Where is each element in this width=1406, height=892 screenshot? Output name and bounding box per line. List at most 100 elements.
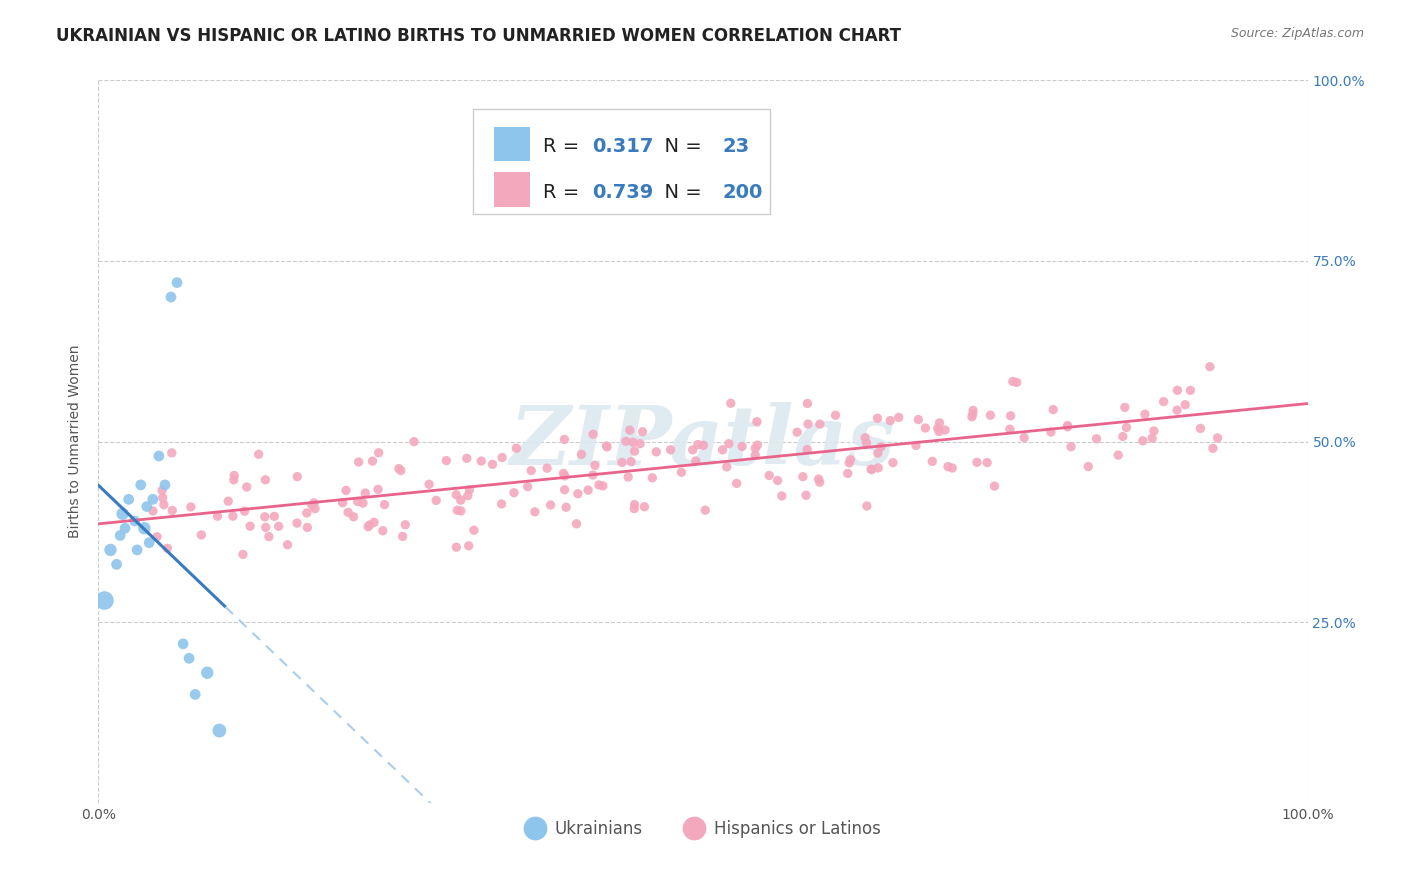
Point [208,723,231,738]
Point [1180,384,1202,398]
Point [394,517,416,532]
Point [685,454,707,468]
Point [797,417,820,431]
Point [610,455,633,469]
Point [758,468,780,483]
Point [792,469,814,483]
Point [114,521,136,535]
Point [536,461,558,475]
Point [588,478,610,492]
Point [619,423,641,437]
Point [363,516,385,530]
Point [553,433,575,447]
Point [332,496,354,510]
Point [277,538,299,552]
Text: 23: 23 [723,137,749,156]
Point [744,441,766,455]
Point [93,593,115,607]
Point [352,496,374,510]
Point [347,455,370,469]
Point [138,535,160,549]
Point [671,465,693,479]
Point [866,411,889,425]
Point [263,509,285,524]
Text: ZIPatlas: ZIPatlas [510,401,896,482]
Point [254,473,277,487]
Point [720,396,742,410]
Point [450,493,472,508]
Point [195,665,218,680]
Point [711,442,734,457]
Point [357,520,380,534]
Point [388,461,411,475]
Point [335,483,357,498]
Point [838,456,860,470]
Point [180,500,202,514]
Point [621,435,644,450]
FancyBboxPatch shape [474,109,769,214]
Point [153,478,176,492]
Point [481,458,503,472]
Point [582,468,605,483]
Point [142,504,165,518]
Point [156,541,179,556]
Point [620,455,643,469]
Point [725,476,748,491]
Point [692,438,714,452]
Point [505,441,527,455]
Point [267,519,290,533]
Point [371,524,394,538]
Point [962,403,984,417]
Point [879,414,901,428]
Point [979,408,1001,422]
Point [470,454,492,468]
Point [1012,431,1035,445]
Text: 200: 200 [723,183,762,202]
Point [1114,401,1136,415]
Point [503,485,526,500]
Point [868,461,890,475]
Point [860,463,883,477]
Point [152,491,174,505]
Point [434,453,457,467]
Point [617,470,640,484]
Point [1153,394,1175,409]
Point [367,446,389,460]
Point [595,439,617,453]
Point [304,501,326,516]
Point [633,500,655,514]
Point [553,467,575,481]
Point [1001,375,1024,389]
Point [596,440,619,454]
Point [796,442,818,457]
Point [1077,459,1099,474]
Point [1133,407,1156,421]
Point [1140,431,1163,445]
Point [457,539,479,553]
Point [927,421,949,435]
Point [808,475,831,490]
Point [224,468,246,483]
Point [457,489,479,503]
Point [824,409,846,423]
Point [254,520,277,534]
Point [962,408,984,422]
Point [458,483,481,497]
Point [342,509,364,524]
Point [623,498,645,512]
Text: UKRAINIAN VS HISPANIC OR LATINO BIRTHS TO UNMARRIED WOMEN CORRELATION CHART: UKRAINIAN VS HISPANIC OR LATINO BIRTHS T… [56,27,901,45]
Point [695,503,717,517]
Y-axis label: Births to Unmarried Women: Births to Unmarried Women [69,345,83,538]
Point [491,497,513,511]
Text: N =: N = [652,137,709,156]
Text: 0.739: 0.739 [592,183,652,202]
Point [446,540,468,554]
Point [766,474,789,488]
Point [1085,432,1108,446]
Point [253,509,276,524]
Text: Source: ZipAtlas.com: Source: ZipAtlas.com [1230,27,1364,40]
Point [853,431,876,445]
Point [870,440,893,454]
Legend: Ukrainians, Hispanics or Latinos: Ukrainians, Hispanics or Latinos [517,814,889,845]
Point [491,450,513,465]
